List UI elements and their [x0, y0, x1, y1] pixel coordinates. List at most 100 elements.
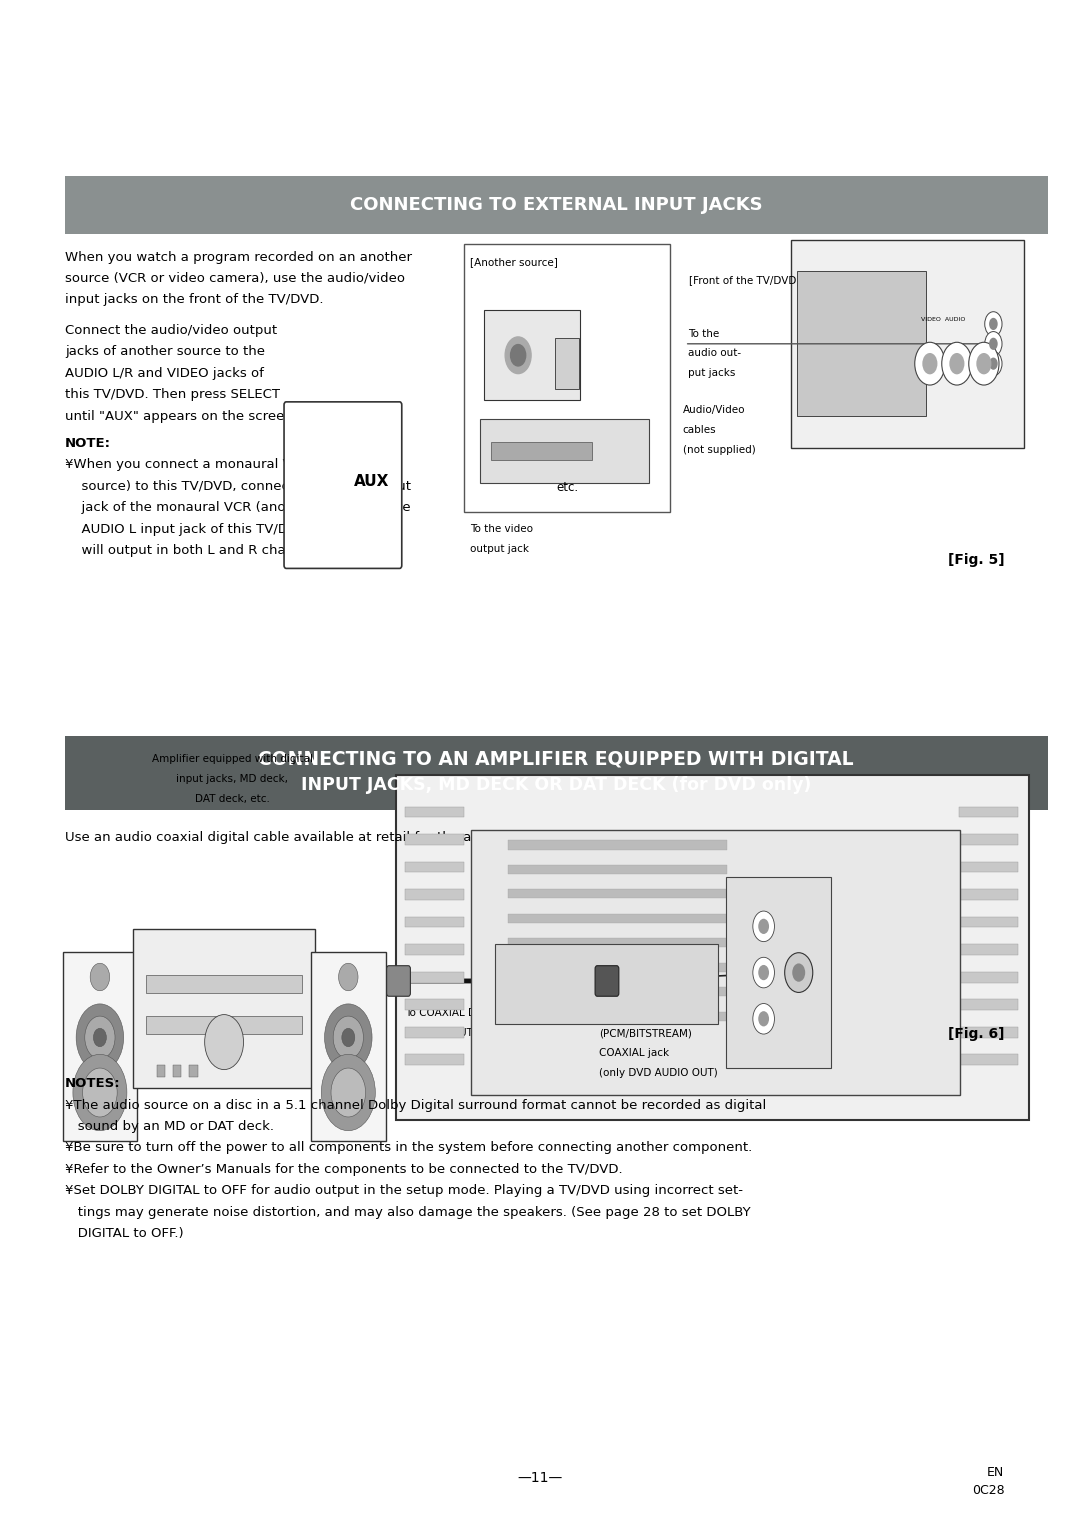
Text: etc.: etc.	[556, 481, 578, 495]
Circle shape	[793, 964, 806, 983]
FancyBboxPatch shape	[405, 917, 464, 927]
Text: VIDEO  AUDIO: VIDEO AUDIO	[921, 318, 966, 322]
Text: AUDIO L/R and VIDEO jacks of: AUDIO L/R and VIDEO jacks of	[65, 367, 264, 380]
Text: source) to this TV/DVD, connect the Audio output: source) to this TV/DVD, connect the Audi…	[73, 480, 411, 494]
FancyBboxPatch shape	[65, 736, 1048, 810]
Circle shape	[333, 1016, 363, 1059]
Text: ¥When you connect a monaural VCR (another: ¥When you connect a monaural VCR (anothe…	[65, 458, 372, 472]
Circle shape	[985, 312, 1002, 336]
Text: [Another source]: [Another source]	[470, 257, 557, 267]
FancyBboxPatch shape	[959, 972, 1018, 983]
FancyBboxPatch shape	[471, 830, 960, 1094]
FancyBboxPatch shape	[405, 1054, 464, 1065]
Circle shape	[84, 1016, 116, 1059]
FancyBboxPatch shape	[157, 1065, 165, 1077]
Text: AUDIO L input jack of this TV/DVD. The audio: AUDIO L input jack of this TV/DVD. The a…	[73, 523, 382, 536]
Text: ¥Be sure to turn off the power to all components in the system before connecting: ¥Be sure to turn off the power to all co…	[65, 1141, 752, 1155]
Circle shape	[330, 1068, 365, 1117]
Circle shape	[94, 1028, 107, 1047]
Circle shape	[753, 911, 774, 941]
Text: output jack: output jack	[470, 544, 529, 555]
Text: ¥The audio source on a disc in a 5.1 channel Dolby Digital surround format canno: ¥The audio source on a disc in a 5.1 cha…	[65, 1099, 766, 1112]
Text: DAT deck, etc.: DAT deck, etc.	[194, 793, 270, 804]
Circle shape	[989, 318, 998, 330]
Circle shape	[511, 345, 526, 367]
FancyBboxPatch shape	[405, 999, 464, 1010]
Text: sound by an MD or DAT deck.: sound by an MD or DAT deck.	[65, 1120, 274, 1134]
FancyBboxPatch shape	[508, 889, 727, 898]
FancyBboxPatch shape	[555, 339, 579, 390]
FancyBboxPatch shape	[484, 310, 580, 400]
Circle shape	[91, 963, 110, 990]
FancyBboxPatch shape	[464, 244, 670, 512]
Text: jack of the monaural VCR (another source) to the: jack of the monaural VCR (another source…	[73, 501, 411, 515]
Circle shape	[785, 953, 813, 993]
Text: [Front of the TV/DVD]: [Front of the TV/DVD]	[689, 275, 800, 286]
Circle shape	[505, 338, 531, 374]
Circle shape	[205, 1015, 244, 1070]
FancyBboxPatch shape	[508, 963, 727, 972]
FancyBboxPatch shape	[508, 865, 727, 874]
Text: To the video: To the video	[470, 524, 532, 535]
Text: (PCM/BITSTREAM): (PCM/BITSTREAM)	[599, 1028, 692, 1039]
Text: put jacks: put jacks	[688, 368, 735, 379]
FancyBboxPatch shape	[284, 402, 402, 568]
FancyBboxPatch shape	[146, 975, 302, 993]
Circle shape	[989, 358, 998, 370]
FancyBboxPatch shape	[133, 929, 315, 1088]
FancyBboxPatch shape	[959, 862, 1018, 872]
Circle shape	[753, 1004, 774, 1034]
FancyBboxPatch shape	[480, 419, 649, 483]
Circle shape	[922, 353, 937, 374]
FancyBboxPatch shape	[405, 972, 464, 983]
Text: (not supplied): (not supplied)	[683, 445, 755, 455]
Text: input jacks on the front of the TV/DVD.: input jacks on the front of the TV/DVD.	[65, 293, 323, 307]
Text: cables: cables	[683, 425, 716, 435]
Text: tings may generate noise distortion, and may also damage the speakers. (See page: tings may generate noise distortion, and…	[65, 1206, 751, 1219]
Circle shape	[339, 963, 359, 990]
Text: INPUT JACKS, MD DECK OR DAT DECK (for DVD only): INPUT JACKS, MD DECK OR DAT DECK (for DV…	[301, 776, 811, 795]
Text: Use an audio coaxial digital cable available at retail for the audio connections: Use an audio coaxial digital cable avail…	[65, 831, 589, 845]
FancyBboxPatch shape	[959, 1054, 1018, 1065]
Text: ¥Refer to the Owner’s Manuals for the components to be connected to the TV/DVD.: ¥Refer to the Owner’s Manuals for the co…	[65, 1163, 622, 1177]
Text: EN: EN	[987, 1465, 1004, 1479]
FancyBboxPatch shape	[396, 775, 1029, 1120]
FancyBboxPatch shape	[405, 834, 464, 845]
Circle shape	[942, 342, 972, 385]
Text: ¥Set DOLBY DIGITAL to OFF for audio output in the setup mode. Playing a TV/DVD u: ¥Set DOLBY DIGITAL to OFF for audio outp…	[65, 1184, 743, 1198]
FancyBboxPatch shape	[189, 1065, 198, 1077]
FancyBboxPatch shape	[405, 944, 464, 955]
Text: Amplifier equipped with digital: Amplifier equipped with digital	[151, 753, 313, 764]
Circle shape	[915, 342, 945, 385]
Circle shape	[77, 1004, 123, 1071]
FancyBboxPatch shape	[959, 807, 1018, 817]
Circle shape	[985, 332, 1002, 356]
Text: this TV/DVD. Then press SELECT: this TV/DVD. Then press SELECT	[65, 388, 280, 402]
Text: [Fig. 5]: [Fig. 5]	[948, 553, 1004, 567]
FancyBboxPatch shape	[63, 952, 137, 1141]
Circle shape	[73, 1054, 127, 1131]
FancyBboxPatch shape	[508, 938, 727, 947]
Text: [Fig. 6]: [Fig. 6]	[948, 1027, 1004, 1041]
Text: CONNECTING TO AN AMPLIFIER EQUIPPED WITH DIGITAL: CONNECTING TO AN AMPLIFIER EQUIPPED WITH…	[258, 750, 854, 769]
Text: audio out-: audio out-	[688, 348, 741, 359]
Text: COAXIAL jack: COAXIAL jack	[599, 1048, 670, 1059]
Text: NOTES:: NOTES:	[65, 1077, 121, 1091]
FancyBboxPatch shape	[791, 240, 1024, 448]
FancyBboxPatch shape	[495, 944, 718, 1024]
Circle shape	[758, 918, 769, 934]
Circle shape	[758, 1012, 769, 1027]
Text: To COAXIAL DIGITAL: To COAXIAL DIGITAL	[405, 1008, 509, 1019]
Text: Audio/Video: Audio/Video	[683, 405, 745, 416]
FancyBboxPatch shape	[959, 999, 1018, 1010]
Text: To the: To the	[688, 329, 719, 339]
Circle shape	[976, 353, 991, 374]
FancyBboxPatch shape	[959, 889, 1018, 900]
Text: DIGITAL to OFF.): DIGITAL to OFF.)	[65, 1227, 184, 1241]
Circle shape	[985, 351, 1002, 376]
Circle shape	[83, 1068, 118, 1117]
Text: until "AUX" appears on the screen.: until "AUX" appears on the screen.	[65, 410, 297, 423]
FancyBboxPatch shape	[595, 966, 619, 996]
Text: jacks of another source to the: jacks of another source to the	[65, 345, 265, 359]
FancyBboxPatch shape	[173, 1065, 181, 1077]
